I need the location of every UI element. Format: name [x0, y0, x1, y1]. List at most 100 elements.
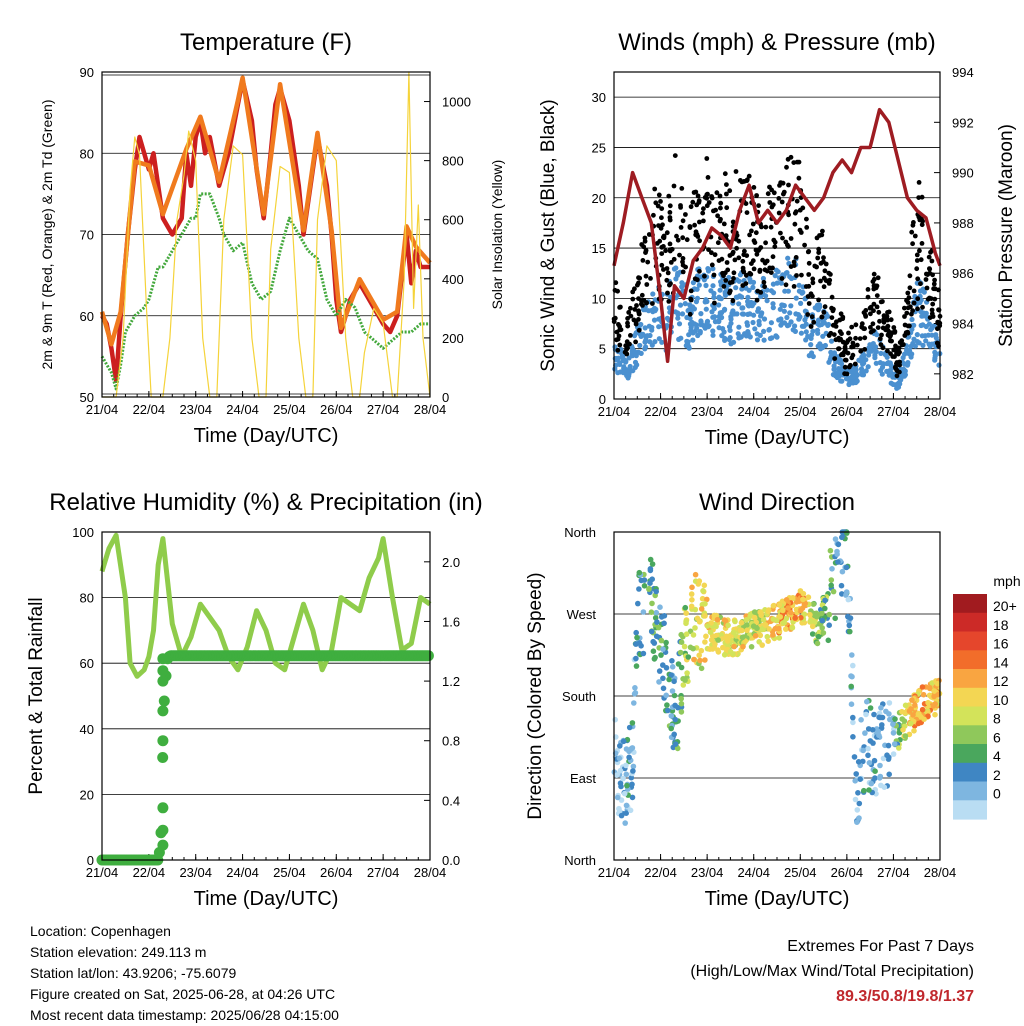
gust-point [768, 224, 774, 230]
wind-point [733, 285, 739, 291]
direction-point [648, 609, 655, 615]
y2-axis-label: Station Pressure (Maroon) [996, 124, 1017, 347]
gust-point [781, 191, 786, 197]
gust-point [871, 308, 876, 314]
gust-point [905, 300, 911, 305]
gust-point [868, 325, 873, 330]
direction-point [663, 639, 669, 646]
direction-point [770, 632, 776, 638]
direction-point [630, 763, 637, 770]
colorbar-swatch [953, 706, 987, 726]
direction-point [865, 745, 871, 752]
direction-point [854, 807, 861, 813]
direction-point [848, 683, 854, 690]
gust-point [712, 300, 717, 306]
direction-point [896, 745, 902, 751]
gust-point [910, 241, 915, 247]
direction-point [632, 690, 639, 696]
wind-point [784, 314, 790, 321]
gust-point [668, 260, 674, 265]
colorbar-label: 16 [993, 636, 1009, 652]
direction-point [620, 738, 627, 745]
direction-point [616, 755, 623, 762]
direction-point [683, 610, 689, 616]
gust-point [690, 199, 696, 205]
wind-point [766, 326, 773, 333]
direction-point [702, 657, 708, 663]
gust-point [666, 193, 672, 199]
y-tick-label: 15 [592, 241, 606, 256]
wind-point [750, 319, 756, 326]
gust-point [763, 240, 768, 246]
direction-point [702, 613, 708, 619]
y-tick-label: East [570, 771, 596, 786]
colorbar: mph 20+ 18 16 14 12 10 8 6 4 2 0 [953, 573, 1021, 820]
y2-tick-label: 2.0 [442, 555, 460, 570]
direction-point [732, 618, 738, 625]
gust-point [723, 233, 729, 239]
wind-point [763, 293, 769, 299]
gust-point [763, 224, 769, 230]
wind-point [788, 319, 794, 325]
gust-point [816, 246, 822, 252]
wind-point [866, 348, 872, 355]
x-tick-label: 28/04 [414, 865, 447, 880]
gust-point [680, 269, 686, 275]
gust-point [794, 198, 800, 204]
gust-point [628, 305, 633, 311]
wind-point [798, 300, 804, 306]
wind-point [767, 335, 774, 342]
gust-point [633, 321, 639, 327]
gust-point [636, 311, 642, 317]
direction-point [834, 551, 840, 557]
y-tick-label: 10 [592, 291, 606, 306]
y2-tick-label: 982 [952, 367, 974, 382]
wind-point [810, 328, 816, 334]
x-tick-label: 28/04 [414, 402, 447, 417]
created-text: Figure created on Sat, 2025-06-28, at 04… [30, 986, 336, 1002]
gust-point [792, 221, 798, 227]
direction-point [760, 616, 767, 623]
direction-point [878, 782, 884, 789]
wind-point [919, 333, 925, 339]
gust-point [700, 210, 706, 216]
x-tick-label: 28/04 [924, 865, 957, 880]
gust-point [706, 200, 712, 205]
panel-3: Relative Humidity (%) & Precipitation (i… [26, 489, 483, 910]
direction-point [765, 607, 772, 613]
wind-point [675, 270, 681, 276]
direction-point [822, 597, 828, 604]
gust-point [806, 260, 812, 266]
gust-point [716, 258, 722, 263]
wind-point [878, 350, 884, 356]
gust-point [821, 255, 826, 261]
gust-point [730, 249, 736, 255]
direction-point [660, 646, 666, 652]
wind-point [644, 333, 650, 339]
direction-point [624, 782, 630, 789]
gust-point [680, 235, 686, 241]
direction-point [702, 601, 708, 607]
gust-point [727, 288, 733, 294]
station-info: Location: Copenhagen Station elevation: … [30, 921, 339, 1026]
direction-point [774, 617, 780, 624]
direction-point [634, 634, 640, 641]
gust-point [624, 339, 630, 345]
gust-point [881, 319, 887, 325]
direction-point [884, 752, 890, 758]
wind-point [739, 305, 745, 311]
gust-point [743, 281, 749, 286]
gust-point [919, 241, 925, 246]
gust-point [909, 229, 915, 235]
gust-point [714, 190, 720, 196]
direction-point [680, 682, 687, 688]
gust-point [805, 312, 811, 317]
y-tick-label: 20 [592, 191, 606, 206]
direction-point [776, 625, 782, 632]
gust-point [833, 337, 839, 343]
direction-point [636, 569, 643, 576]
x-tick-label: 26/04 [831, 404, 864, 419]
direction-point [657, 604, 663, 610]
wind-point [872, 355, 878, 361]
gust-point [926, 254, 932, 260]
